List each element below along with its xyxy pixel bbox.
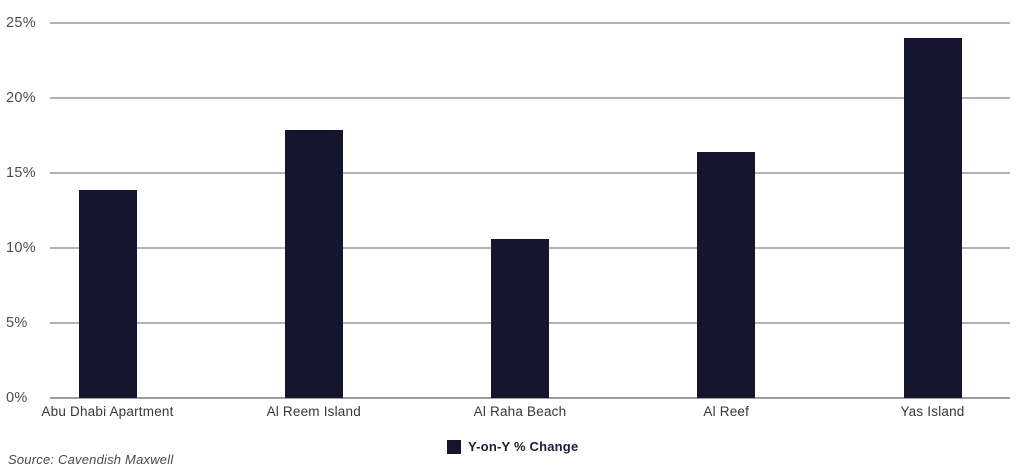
x-axis-line [50,397,1010,399]
legend-swatch-icon [447,439,461,454]
gridline [50,22,1010,24]
y-tick-label: 5% [6,315,28,331]
gridline [50,97,1010,99]
y-tick-label: 25% [6,15,36,31]
y-tick-label: 10% [6,240,36,256]
x-tick-label-al-reem-island: Al Reem Island [266,404,361,419]
x-tick-label-al-raha-beach: Al Raha Beach [473,404,567,419]
source-note: Source: Cavendish Maxwell [8,452,174,467]
y-tick-label: 20% [6,90,36,106]
bar-al-raha-beach [491,239,549,398]
bar-al-reef [697,152,756,398]
legend-label: Y-on-Y % Change [468,439,579,454]
y-tick-label: 15% [6,165,36,181]
x-tick-label-abu-dhabi-apartment: Abu Dhabi Apartment [41,404,174,419]
x-tick-label-yas-island: Yas Island [900,404,965,419]
x-tick-label-al-reef: Al Reef [703,404,750,419]
bar-abu-dhabi-apartment [78,189,137,398]
legend: Y-on-Y % Change [447,439,578,454]
bar-yas-island [903,38,962,398]
y-tick-label: 0% [6,390,28,406]
gridline [50,172,1010,174]
bar-al-reem-island [284,129,343,398]
plot-area [50,22,1010,399]
